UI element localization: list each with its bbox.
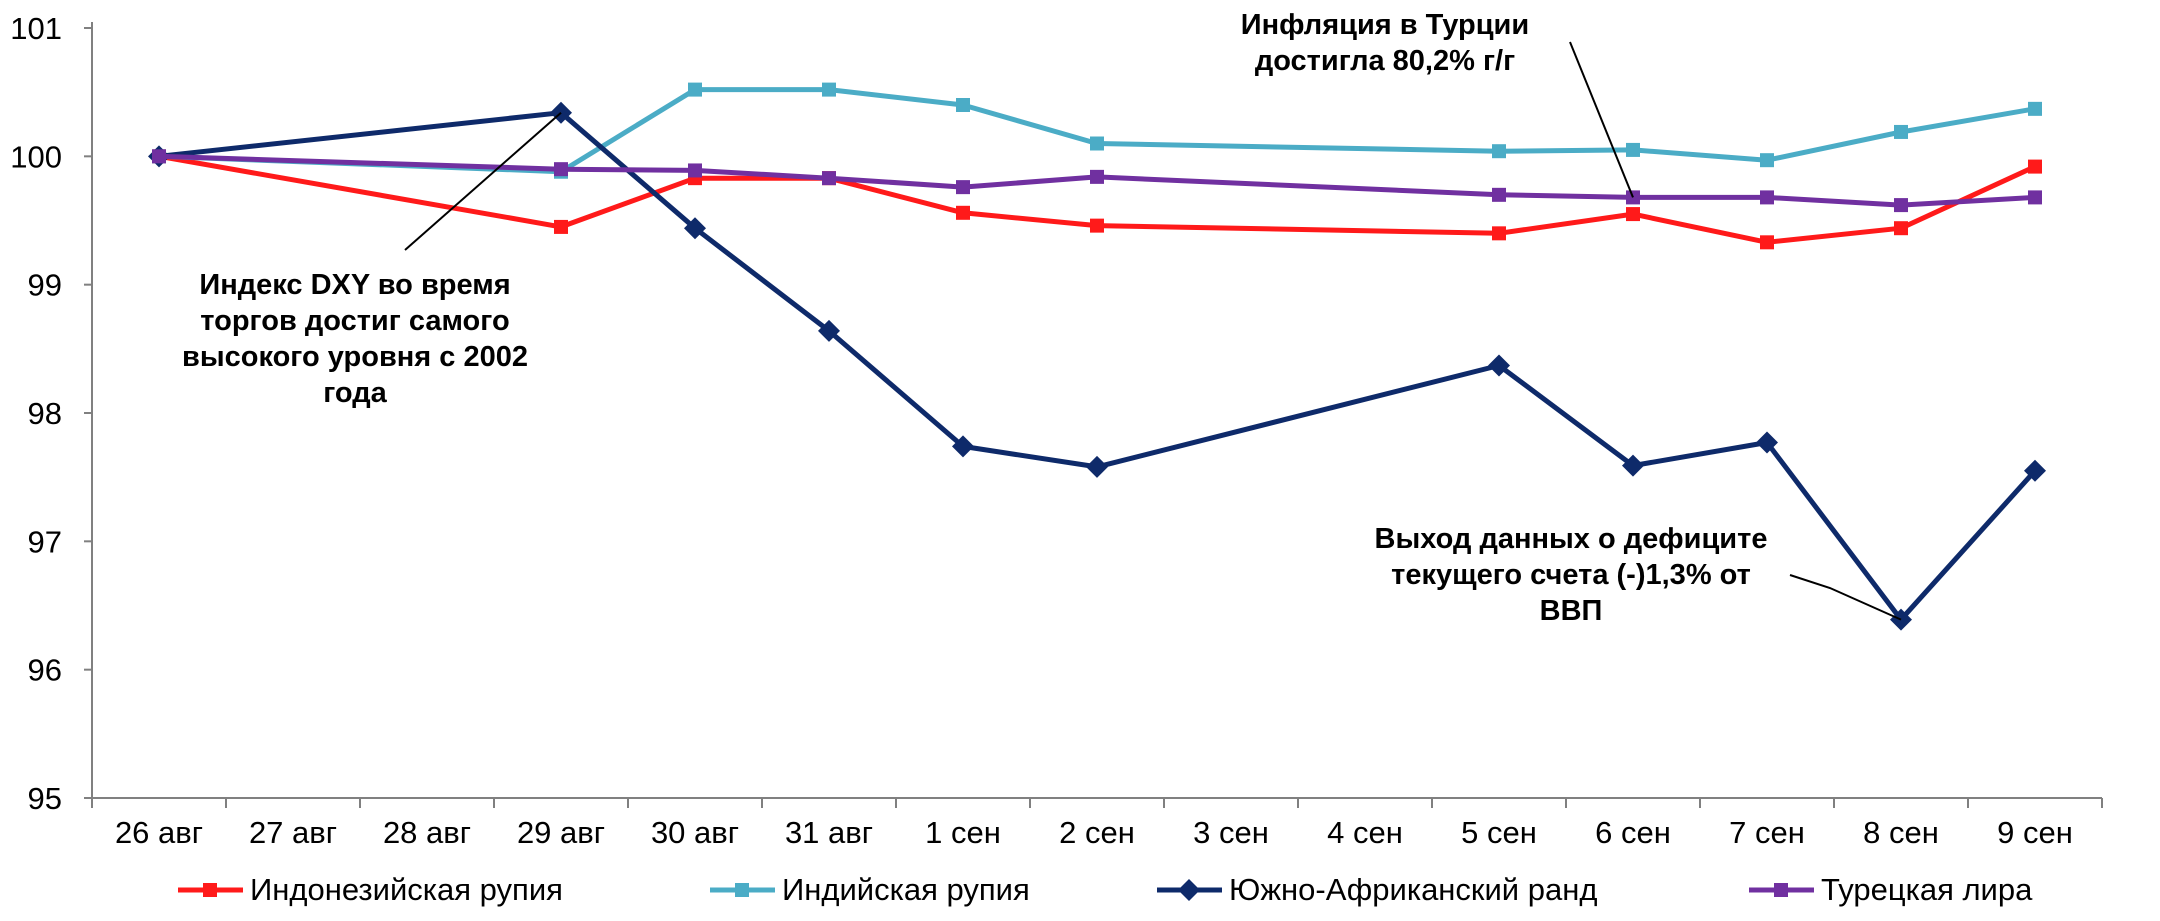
y-tick-label: 99	[28, 268, 62, 303]
data-point	[956, 205, 970, 220]
data-point	[1626, 207, 1640, 222]
annotation-text: Индекс DXY во время	[199, 269, 510, 301]
data-point	[822, 171, 836, 186]
series-line-2	[158, 87, 2036, 175]
x-tick-label: 2 сен	[1059, 815, 1135, 850]
x-tick-label: 27 авг	[249, 815, 337, 850]
data-point	[1492, 226, 1506, 241]
data-point	[1492, 187, 1506, 202]
data-point	[684, 217, 706, 240]
legend-label: Индийская рупия	[782, 872, 1030, 907]
annotation-leader-line	[1569, 41, 1634, 198]
y-tick-label: 98	[28, 396, 62, 431]
data-point	[1756, 431, 1778, 454]
legend-marker	[203, 883, 217, 897]
data-point	[956, 98, 970, 112]
legend-item: Турецкая лира	[1749, 872, 2033, 907]
data-point	[822, 82, 836, 97]
data-point	[554, 162, 568, 177]
annotation: Выход данных о дефиците текущего счета (-…	[1375, 523, 1902, 627]
annotation: Инфляция в Турции достигла 80,2% г/г	[1241, 9, 1634, 198]
data-point	[1622, 454, 1644, 477]
x-tick-label: 1 сен	[925, 815, 1001, 850]
annotation-leader-line	[1789, 574, 1902, 621]
data-point	[152, 149, 166, 164]
x-tick-label: 5 сен	[1461, 815, 1537, 850]
x-tick-label: 4 сен	[1327, 815, 1403, 850]
annotation-text: Инфляция в Турции	[1241, 9, 1529, 41]
data-point	[1090, 136, 1104, 151]
annotation-leader-line	[404, 111, 562, 251]
data-point	[688, 82, 702, 97]
y-tick-label: 100	[10, 139, 62, 174]
legend-marker	[1774, 883, 1788, 897]
legend-label: Индонезийская рупия	[250, 872, 563, 907]
x-tick-label: 30 авг	[651, 815, 739, 850]
legend-marker	[1178, 879, 1200, 901]
data-point	[2028, 159, 2042, 174]
data-point	[1090, 169, 1104, 184]
data-point	[554, 219, 568, 234]
data-point	[2024, 459, 2046, 482]
data-point	[818, 319, 840, 342]
x-tick-label: 6 сен	[1595, 815, 1671, 850]
data-point	[1760, 190, 1774, 205]
x-tick-label: 29 авг	[517, 815, 605, 850]
data-point	[1894, 221, 1908, 236]
annotation-text: высокого уровня с 2002	[182, 341, 528, 373]
annotation-text: текущего счета (-)1,3% от	[1391, 559, 1751, 591]
x-tick-label: 31 авг	[785, 815, 873, 850]
x-tick-label: 7 сен	[1729, 815, 1805, 850]
data-point	[1760, 235, 1774, 250]
data-point	[2028, 101, 2042, 116]
annotation: Индекс DXY во время торгов достиг самого в…	[182, 111, 562, 409]
data-point	[1492, 144, 1506, 159]
legend-item: Индийская рупия	[710, 872, 1030, 907]
x-tick-label: 28 авг	[383, 815, 471, 850]
x-tick-label: 3 сен	[1193, 815, 1269, 850]
y-tick-label: 95	[28, 781, 62, 816]
annotation-text: достигла 80,2% г/г	[1255, 45, 1515, 77]
data-point	[956, 180, 970, 195]
y-tick-label: 97	[28, 524, 62, 559]
data-point	[1086, 455, 1108, 478]
annotation-text: торгов достиг самого	[200, 305, 509, 337]
x-tick-label: 8 сен	[1863, 815, 1939, 850]
data-point	[1894, 198, 1908, 213]
annotation-text: Выход данных о дефиците	[1375, 523, 1768, 555]
x-tick-label: 26 авг	[115, 815, 203, 850]
y-tick-label: 96	[28, 653, 62, 688]
legend-item: Южно-Африканский ранд	[1157, 872, 1597, 907]
data-point	[952, 435, 974, 458]
x-tick-label: 9 сен	[1997, 815, 2073, 850]
data-point	[688, 163, 702, 178]
legend-label: Южно-Африканский ранд	[1229, 872, 1597, 907]
data-point	[2028, 190, 2042, 205]
legend-item: Индонезийская рупия	[178, 872, 563, 907]
annotation-text: года	[323, 377, 387, 409]
legend-label: Турецкая лира	[1821, 872, 2033, 907]
y-tick-label: 101	[10, 11, 62, 46]
data-point	[1894, 124, 1908, 139]
data-point	[1760, 153, 1774, 168]
legend-marker	[735, 883, 749, 897]
data-point	[1488, 354, 1510, 377]
annotation-text: ВВП	[1540, 595, 1603, 627]
data-point	[1090, 218, 1104, 233]
data-point	[1626, 142, 1640, 157]
